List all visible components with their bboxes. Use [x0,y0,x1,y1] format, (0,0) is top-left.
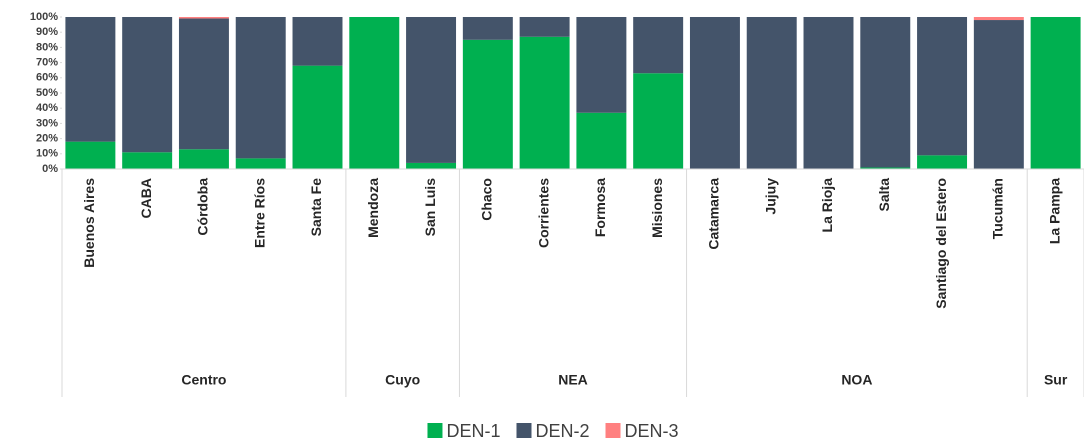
x-tick-label: Mendoza [365,178,381,238]
group-label: Centro [181,372,226,388]
bar-segment [235,158,286,169]
legend-swatch [605,423,621,438]
group-label: Sur [1044,372,1068,388]
x-tick-label: Santiago del Estero [933,178,949,309]
legend-label: DEN-3 [625,421,679,441]
y-tick-label: 10% [36,148,58,160]
bar-segment [122,17,173,153]
x-tick-label: Misiones [649,178,665,238]
y-tick-label: 20% [36,133,58,145]
group-label: Cuyo [385,372,420,388]
x-tick-label: Catamarca [706,178,722,250]
legend-label: DEN-2 [535,421,589,441]
bar-segment [519,36,570,170]
bar-segment [803,17,854,169]
x-tick-label: San Luis [422,178,438,237]
bar-segment [576,112,627,169]
y-tick-label: 90% [36,26,58,38]
bar-segment [746,17,797,169]
bar-segment [292,65,343,169]
legend-label: DEN-1 [446,421,500,441]
bar-segment [633,73,684,169]
y-tick-label: 80% [36,41,58,53]
y-tick-label: 40% [36,102,58,114]
bar-segment [917,17,968,156]
y-tick-label: 50% [36,87,58,99]
x-tick-label: Tucumán [990,178,1006,239]
y-tick-label: 100% [30,11,58,23]
x-tick-label: La Rioja [819,178,835,233]
legend-swatch [427,423,443,438]
bar-segment [178,149,229,169]
bar-segment [65,17,116,142]
x-tick-label: Córdoba [195,178,211,236]
y-tick-label: 70% [36,57,58,69]
y-tick-label: 60% [36,72,58,84]
x-tick-label: Buenos Aires [81,178,97,268]
bar-segment [973,20,1024,170]
x-tick-label: Chaco [479,178,495,221]
y-tick-label: 30% [36,117,58,129]
bar-segment [633,17,684,74]
bar-segment [917,155,968,169]
bar-segment [860,167,911,169]
bar-segment [65,141,116,169]
x-tick-label: Santa Fe [308,178,324,237]
bar-segment [406,162,457,169]
bar-segment [576,17,627,113]
bar-segment [178,17,229,19]
bar-segment [292,17,343,66]
group-label: NEA [558,372,588,388]
bar-segment [689,17,740,169]
bar-segment [462,17,513,40]
bar-segment [122,152,173,169]
y-tick-label: 0% [42,163,58,175]
bar-segment [178,18,229,150]
x-tick-label: La Pampa [1046,178,1062,244]
x-tick-label: Entre Ríos [251,178,267,248]
legend-swatch [516,423,532,438]
bar-segment [1030,17,1081,169]
x-tick-label: CABA [138,178,154,218]
bar-segment [860,17,911,168]
bar-segment [462,39,513,169]
bar-segment [235,17,286,159]
x-tick-label: Formosa [592,178,608,237]
x-tick-label: Jujuy [762,178,778,215]
bar-segment [406,17,457,163]
x-tick-label: Corrientes [535,178,551,248]
group-label: NOA [841,372,872,388]
bar-segment [973,17,1024,21]
bar-segment [519,17,570,37]
bar-segment [349,17,400,169]
x-tick-label: Salta [876,178,892,212]
